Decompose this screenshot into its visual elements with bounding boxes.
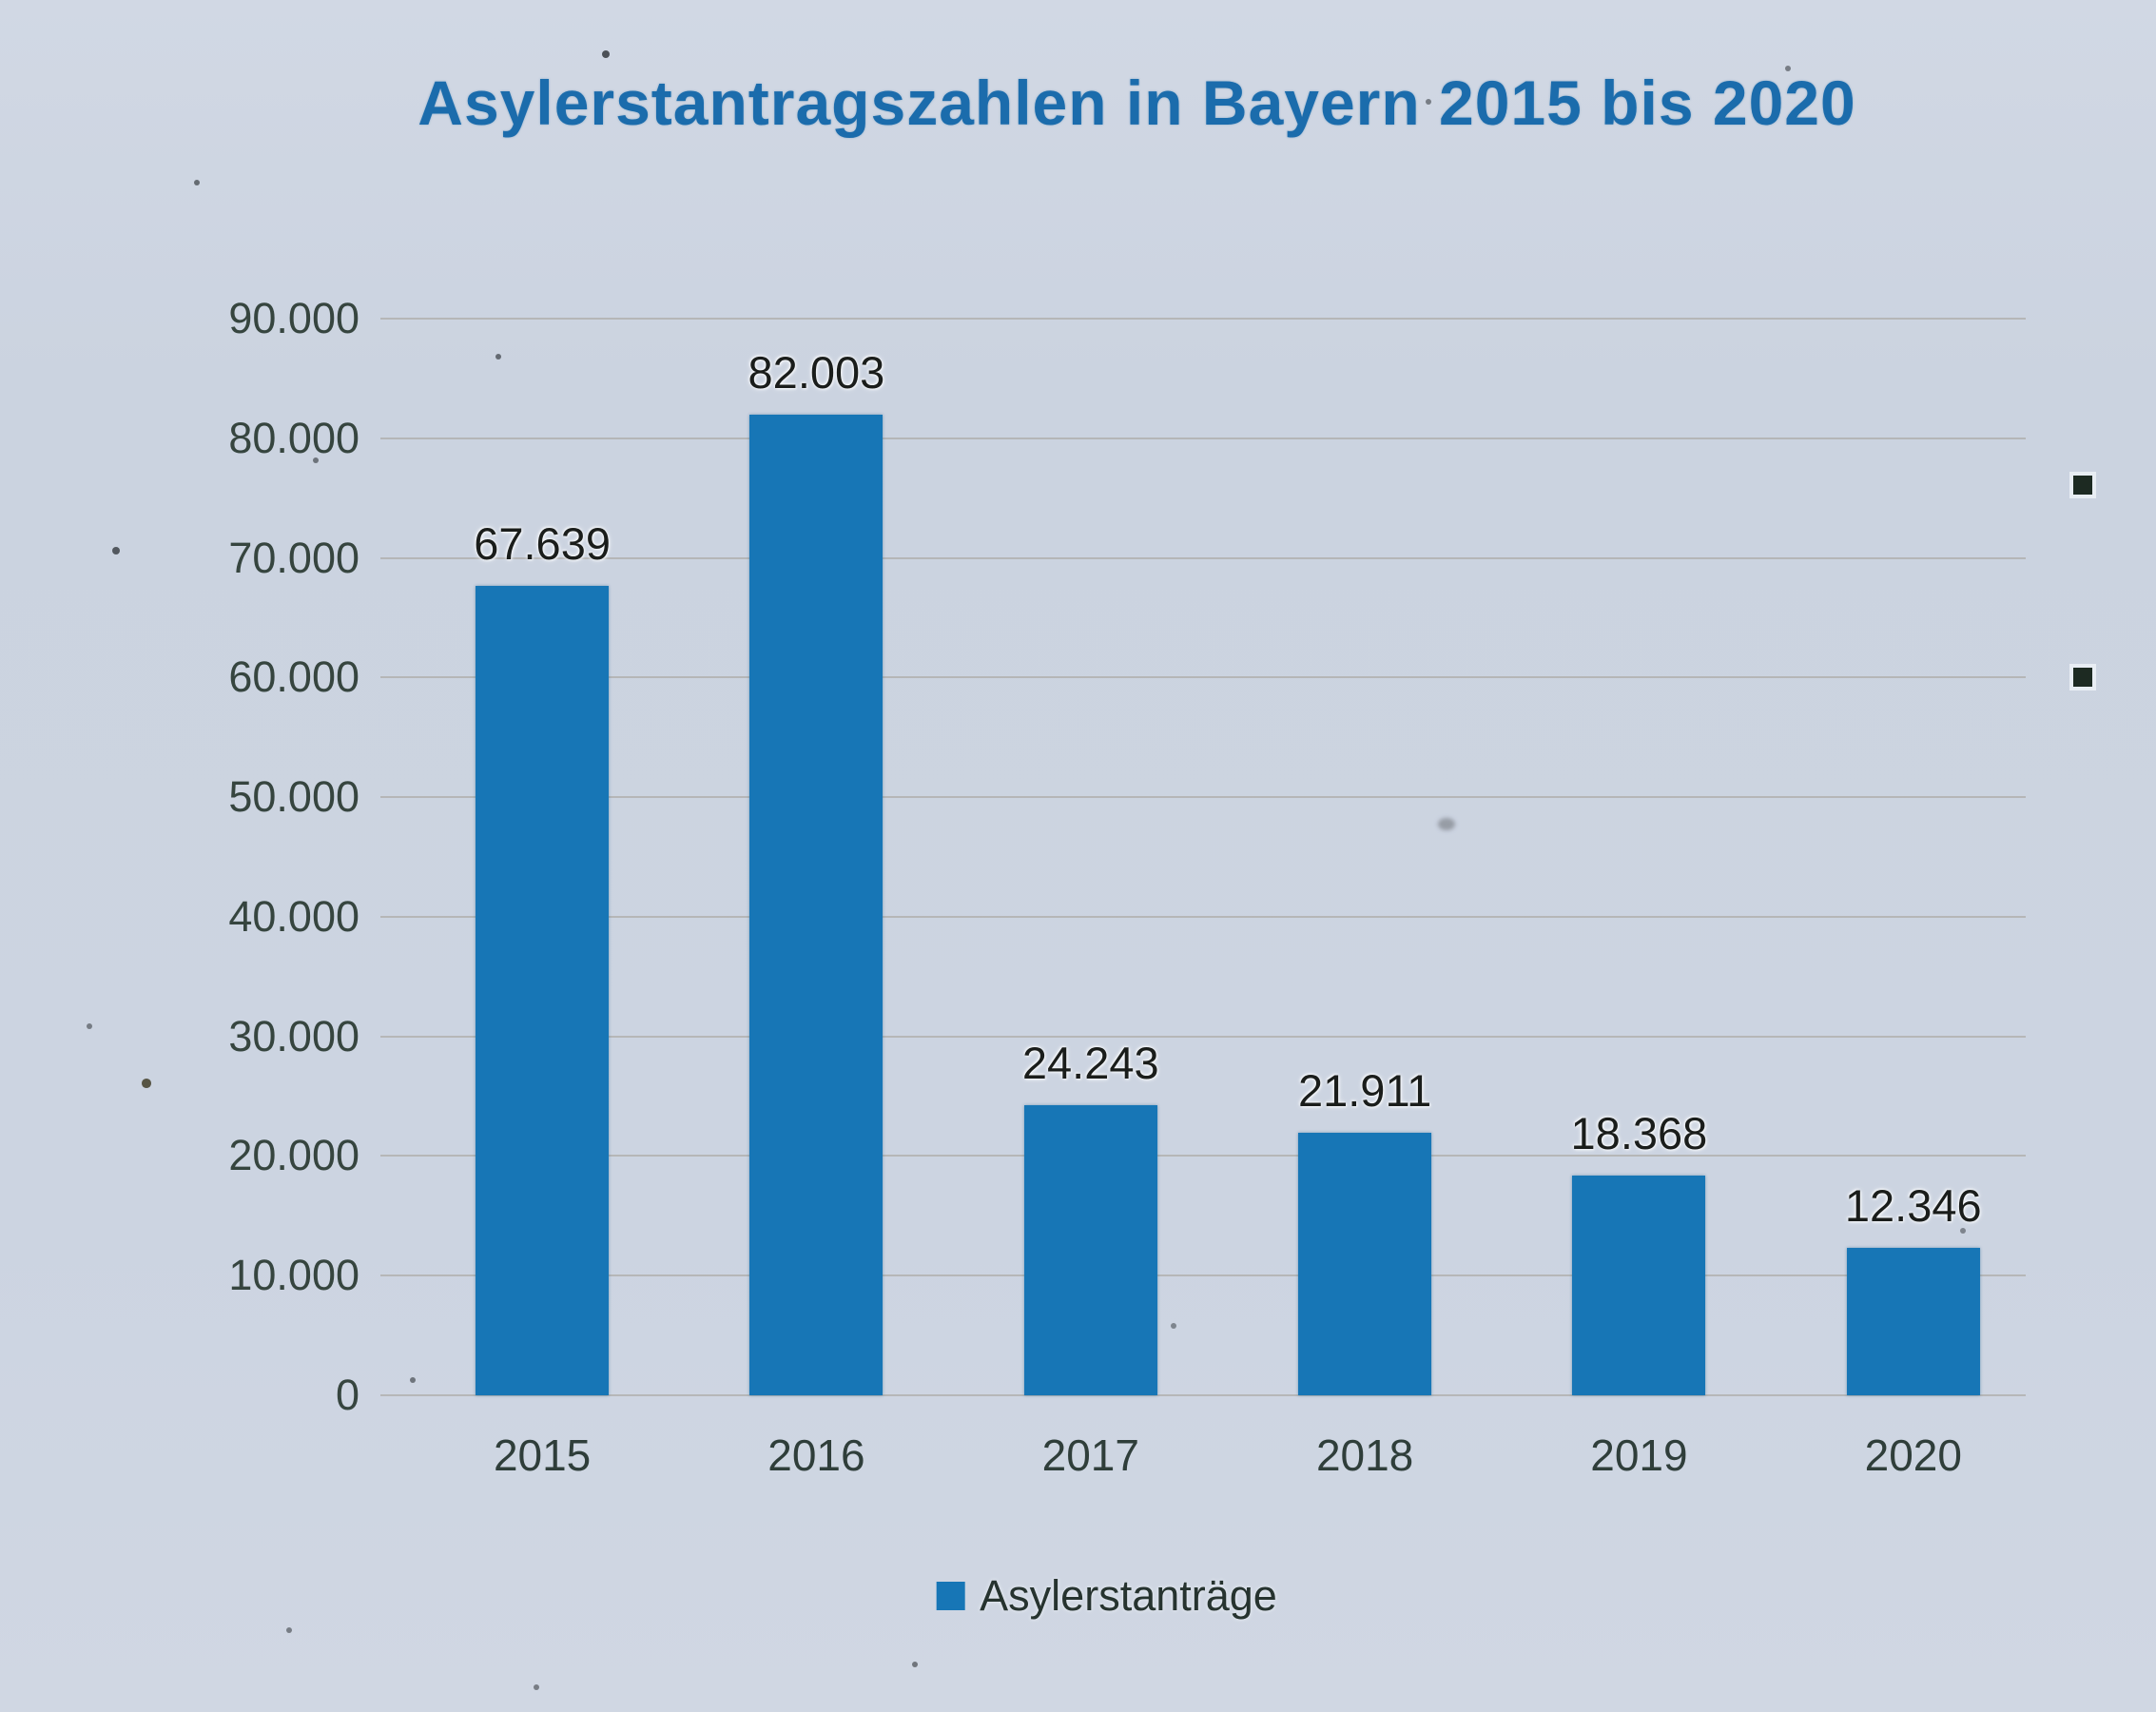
bar bbox=[1298, 1133, 1432, 1395]
scan-artifact-square bbox=[2073, 476, 2092, 495]
gridline bbox=[380, 1035, 2026, 1038]
y-tick-label: 40.000 bbox=[228, 891, 359, 941]
gridline bbox=[380, 318, 2026, 320]
y-tick-label: 60.000 bbox=[228, 652, 359, 702]
legend-swatch-icon bbox=[936, 1582, 965, 1610]
y-tick-label: 0 bbox=[335, 1371, 359, 1419]
gridline bbox=[380, 1394, 2026, 1396]
y-tick-label: 90.000 bbox=[228, 294, 359, 342]
gridline bbox=[380, 676, 2026, 679]
chart-title: Asylerstantragszahlen in Bayern 2015 bis… bbox=[418, 68, 1856, 138]
bar-value-label: 18.368 bbox=[1570, 1107, 1708, 1158]
bar bbox=[1572, 1175, 1706, 1395]
gridline bbox=[380, 556, 2026, 559]
bar-value-label: 21.911 bbox=[1297, 1065, 1432, 1117]
x-tick-label: 2020 bbox=[1864, 1430, 1962, 1480]
gridline bbox=[380, 796, 2026, 799]
legend: Asylerstanträge bbox=[936, 1571, 1277, 1621]
y-tick-label: 80.000 bbox=[228, 413, 359, 462]
y-tick-label: 20.000 bbox=[228, 1131, 359, 1180]
x-tick-label: 2017 bbox=[1041, 1430, 1139, 1480]
y-tick-label: 70.000 bbox=[228, 533, 359, 582]
bar bbox=[1846, 1247, 1980, 1395]
bar-value-label: 12.346 bbox=[1844, 1179, 1982, 1231]
bar-value-label: 67.639 bbox=[474, 518, 611, 570]
x-tick-label: 2019 bbox=[1590, 1430, 1688, 1480]
bar bbox=[1023, 1105, 1157, 1395]
bar bbox=[476, 586, 610, 1395]
legend-label: Asylerstanträge bbox=[980, 1571, 1277, 1620]
paper-smudge bbox=[1438, 818, 1455, 830]
gridline bbox=[380, 1274, 2026, 1277]
y-tick-label: 30.000 bbox=[228, 1011, 359, 1060]
bar bbox=[749, 414, 884, 1395]
y-tick-label: 50.000 bbox=[228, 772, 359, 822]
paper-specks bbox=[0, 0, 4, 4]
gridline bbox=[380, 915, 2026, 918]
x-tick-label: 2018 bbox=[1315, 1430, 1414, 1480]
gridline bbox=[380, 437, 2026, 439]
scan-artifact-square bbox=[2073, 668, 2092, 687]
plot-area: 90.000 80.000 70.000 60.000 50.000 40.000 30.0… bbox=[228, 294, 2026, 1480]
gridline bbox=[380, 1155, 2026, 1158]
x-tick-label: 2016 bbox=[767, 1430, 865, 1480]
bar-value-label: 82.003 bbox=[748, 346, 885, 398]
bar-value-label: 24.243 bbox=[1021, 1038, 1159, 1089]
x-tick-label: 2015 bbox=[493, 1430, 592, 1480]
y-tick-label: 10.000 bbox=[228, 1251, 359, 1300]
